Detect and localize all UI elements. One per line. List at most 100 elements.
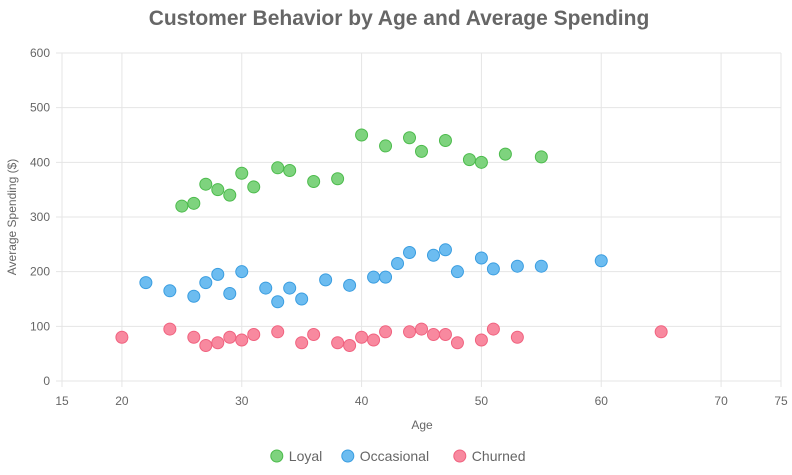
data-point[interactable] — [355, 330, 369, 344]
data-point[interactable] — [343, 278, 357, 292]
data-point[interactable] — [271, 325, 285, 339]
data-point[interactable] — [235, 166, 249, 180]
y-tick-label: 0 — [43, 374, 50, 388]
data-point[interactable] — [474, 333, 488, 347]
data-point[interactable] — [139, 276, 153, 290]
data-point[interactable] — [654, 325, 668, 339]
legend-item-churned[interactable]: Churned — [453, 448, 526, 464]
data-point[interactable] — [271, 161, 285, 175]
series-churned — [115, 322, 668, 352]
x-tick-label: 75 — [774, 394, 788, 408]
data-point[interactable] — [486, 262, 500, 276]
data-point[interactable] — [391, 256, 405, 270]
data-point[interactable] — [163, 284, 177, 298]
x-tick-label: 70 — [714, 394, 728, 408]
x-tick-label: 20 — [115, 394, 129, 408]
data-point[interactable] — [283, 281, 297, 295]
data-point[interactable] — [307, 328, 321, 342]
data-point[interactable] — [486, 322, 500, 336]
data-point[interactable] — [450, 336, 464, 350]
data-point[interactable] — [115, 330, 129, 344]
series-occasional — [139, 243, 608, 309]
data-point[interactable] — [474, 155, 488, 169]
data-point[interactable] — [379, 325, 393, 339]
series-loyal — [175, 128, 548, 213]
data-point[interactable] — [438, 328, 452, 342]
data-point[interactable] — [319, 273, 333, 287]
data-point[interactable] — [403, 325, 417, 339]
data-point[interactable] — [199, 177, 213, 191]
y-tick-label: 100 — [30, 319, 50, 333]
data-point[interactable] — [415, 144, 428, 158]
data-point[interactable] — [438, 243, 452, 257]
x-axis-label: Age — [411, 418, 433, 432]
data-point[interactable] — [498, 147, 512, 161]
chart-title: Customer Behavior by Age and Average Spe… — [149, 7, 650, 30]
legend[interactable]: Loyal Occasional Churned — [270, 448, 526, 464]
data-point[interactable] — [426, 328, 440, 342]
y-tick-label: 300 — [30, 210, 50, 224]
data-point[interactable] — [175, 199, 189, 213]
data-point[interactable] — [163, 322, 177, 336]
x-tick-label: 50 — [475, 394, 489, 408]
y-tick-label: 400 — [30, 155, 50, 169]
data-point[interactable] — [199, 276, 213, 290]
data-point[interactable] — [379, 139, 393, 153]
data-point[interactable] — [403, 246, 417, 260]
y-tick-label: 200 — [30, 265, 50, 279]
data-point[interactable] — [426, 248, 440, 262]
data-point[interactable] — [438, 133, 452, 147]
x-tick-label: 15 — [55, 394, 69, 408]
data-point[interactable] — [367, 333, 381, 347]
legend-item-loyal[interactable]: Loyal — [270, 448, 322, 464]
legend-marker — [341, 449, 355, 463]
data-point[interactable] — [307, 174, 321, 188]
data-point[interactable] — [534, 259, 548, 273]
data-point[interactable] — [415, 322, 428, 336]
data-point[interactable] — [235, 265, 249, 279]
data-point[interactable] — [367, 270, 381, 284]
x-tick-label: 60 — [595, 394, 609, 408]
tick-labels: 15 20 30 40 50 60 70 75 0 100 200 300 400 500 600 — [30, 46, 788, 408]
data-point[interactable] — [235, 333, 249, 347]
data-point[interactable] — [223, 188, 237, 202]
legend-label: Churned — [472, 448, 526, 464]
data-point[interactable] — [510, 259, 524, 273]
grid-layer — [56, 52, 782, 387]
data-point[interactable] — [211, 267, 225, 281]
data-point[interactable] — [187, 196, 201, 210]
data-point[interactable] — [510, 330, 524, 344]
data-point[interactable] — [271, 295, 285, 309]
data-point[interactable] — [247, 328, 261, 342]
data-point[interactable] — [379, 270, 393, 284]
data-point[interactable] — [594, 254, 608, 268]
data-point[interactable] — [211, 183, 225, 197]
data-point[interactable] — [259, 281, 273, 295]
legend-item-occasional[interactable]: Occasional — [341, 448, 429, 464]
data-point[interactable] — [283, 164, 297, 178]
data-point[interactable] — [403, 131, 417, 145]
data-point[interactable] — [331, 172, 345, 186]
data-point[interactable] — [247, 180, 261, 194]
y-tick-label: 500 — [30, 101, 50, 115]
data-point[interactable] — [355, 128, 369, 142]
x-tick-label: 30 — [235, 394, 249, 408]
data-point[interactable] — [474, 251, 488, 265]
data-point[interactable] — [295, 336, 309, 350]
data-point[interactable] — [187, 330, 201, 344]
data-point[interactable] — [187, 289, 201, 303]
data-point[interactable] — [534, 150, 548, 164]
data-point[interactable] — [211, 336, 225, 350]
data-point[interactable] — [223, 330, 237, 344]
data-point[interactable] — [462, 153, 476, 167]
data-point[interactable] — [199, 338, 213, 352]
data-point[interactable] — [295, 292, 309, 306]
legend-marker — [270, 449, 284, 463]
data-point[interactable] — [450, 265, 464, 279]
y-axis-label: Average Spending ($) — [5, 159, 19, 276]
data-point[interactable] — [343, 338, 357, 352]
y-tick-label: 600 — [30, 46, 50, 60]
data-point[interactable] — [331, 336, 345, 350]
data-point[interactable] — [223, 287, 237, 301]
